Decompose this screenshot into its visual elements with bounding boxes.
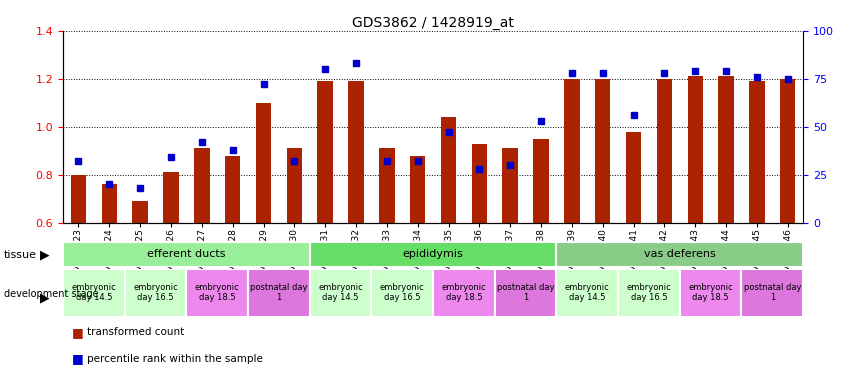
Text: embryonic
day 14.5: embryonic day 14.5	[565, 283, 610, 303]
Bar	[718, 76, 733, 223]
Text: epididymis: epididymis	[403, 249, 463, 260]
Bar	[187, 269, 248, 317]
Bar	[595, 79, 611, 223]
Bar	[742, 269, 803, 317]
Text: vas deferens: vas deferens	[644, 249, 716, 260]
Text: embryonic
day 14.5: embryonic day 14.5	[71, 283, 116, 303]
Bar	[433, 269, 495, 317]
Bar	[495, 269, 557, 317]
Bar	[472, 144, 487, 223]
Text: postnatal day
1: postnatal day 1	[743, 283, 801, 303]
Bar	[309, 242, 557, 267]
Text: embryonic
day 16.5: embryonic day 16.5	[627, 283, 671, 303]
Bar	[124, 269, 187, 317]
Bar	[441, 117, 456, 223]
Bar	[194, 148, 209, 223]
Text: embryonic
day 18.5: embryonic day 18.5	[688, 283, 733, 303]
Bar	[626, 131, 641, 223]
Bar	[248, 269, 309, 317]
Bar	[657, 79, 672, 223]
Text: embryonic
day 16.5: embryonic day 16.5	[133, 283, 178, 303]
Text: ▶: ▶	[40, 291, 50, 304]
Bar	[618, 269, 680, 317]
Text: embryonic
day 18.5: embryonic day 18.5	[195, 283, 240, 303]
Bar	[687, 76, 703, 223]
Bar	[780, 79, 796, 223]
Text: transformed count: transformed count	[87, 327, 184, 337]
Bar	[348, 81, 363, 223]
Bar	[502, 148, 518, 223]
Bar	[749, 81, 764, 223]
Text: ■: ■	[71, 353, 83, 366]
Bar	[71, 175, 86, 223]
Text: percentile rank within the sample: percentile rank within the sample	[87, 354, 262, 364]
Text: tissue: tissue	[4, 250, 37, 260]
Bar	[379, 148, 394, 223]
Bar	[132, 201, 148, 223]
Text: embryonic
day 18.5: embryonic day 18.5	[442, 283, 486, 303]
Bar	[410, 156, 426, 223]
Bar	[557, 269, 618, 317]
Text: embryonic
day 16.5: embryonic day 16.5	[380, 283, 425, 303]
Bar	[287, 148, 302, 223]
Bar	[533, 139, 548, 223]
Text: efferent ducts: efferent ducts	[147, 249, 225, 260]
Text: development stage: development stage	[4, 289, 99, 299]
Bar	[63, 269, 124, 317]
Bar	[564, 79, 579, 223]
Bar	[680, 269, 742, 317]
Bar	[225, 156, 241, 223]
Bar	[256, 103, 271, 223]
Bar	[63, 242, 309, 267]
Bar	[317, 81, 333, 223]
Bar	[372, 269, 433, 317]
Text: postnatal day
1: postnatal day 1	[497, 283, 554, 303]
Title: GDS3862 / 1428919_at: GDS3862 / 1428919_at	[352, 16, 514, 30]
Text: embryonic
day 14.5: embryonic day 14.5	[318, 283, 363, 303]
Bar	[557, 242, 803, 267]
Text: postnatal day
1: postnatal day 1	[250, 283, 308, 303]
Bar	[309, 269, 372, 317]
Bar	[163, 172, 178, 223]
Text: ▶: ▶	[40, 249, 50, 262]
Bar	[102, 184, 117, 223]
Text: ■: ■	[71, 326, 83, 339]
